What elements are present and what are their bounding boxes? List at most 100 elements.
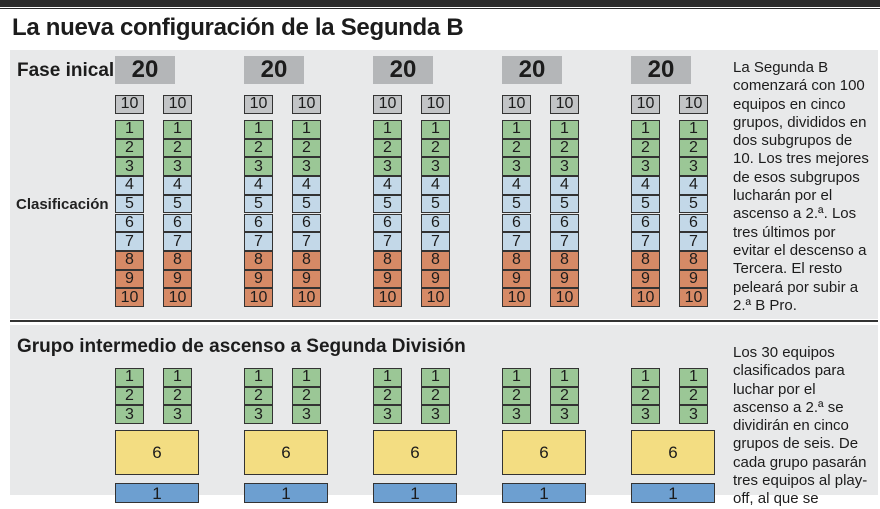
position-cell: 6: [115, 213, 144, 233]
group-total-box: 20: [115, 56, 175, 84]
position-cell: 9: [115, 269, 144, 289]
position-cell: 3: [631, 157, 660, 177]
position-cell: 7: [502, 232, 531, 251]
qualified-cell: 3: [421, 405, 450, 425]
position-cell: 8: [292, 250, 321, 270]
position-cell: 5: [502, 194, 531, 214]
position-cell: 10: [631, 288, 660, 307]
qualified-cell: 2: [244, 386, 273, 406]
position-cell: 2: [502, 138, 531, 158]
position-cell: 5: [244, 194, 273, 214]
position-cell: 2: [292, 138, 321, 158]
position-cell: 3: [163, 157, 192, 177]
position-cell: 8: [115, 250, 144, 270]
position-cell: 7: [244, 232, 273, 251]
qualified-cell: 2: [550, 386, 579, 406]
position-cell: 5: [550, 194, 579, 214]
qualified-cell: 1: [163, 368, 192, 387]
group-total-box: 20: [244, 56, 304, 84]
qualified-cell: 3: [163, 405, 192, 425]
qualified-cell: 3: [679, 405, 708, 425]
phase2-description: Los 30 equipos clasificados para luchar …: [733, 344, 868, 508]
phase1-description: La Segunda B comenzará con 100 equipos e…: [733, 59, 869, 314]
position-cell: 4: [550, 176, 579, 195]
position-cell: 8: [163, 250, 192, 270]
position-cell: 1: [292, 120, 321, 139]
position-cell: 3: [421, 157, 450, 177]
next-round-box: 1: [631, 483, 715, 503]
position-cell: 8: [421, 250, 450, 270]
position-cell: 6: [502, 213, 531, 233]
next-round-box: 1: [244, 483, 328, 503]
next-round-box: 1: [502, 483, 586, 503]
position-cell: 7: [163, 232, 192, 251]
position-cell: 10: [115, 288, 144, 307]
position-cell: 7: [550, 232, 579, 251]
position-cell: 10: [679, 288, 708, 307]
qualified-cell: 1: [373, 368, 402, 387]
position-cell: 1: [421, 120, 450, 139]
group-total-box: 20: [502, 56, 562, 84]
subgroup-total-cell: 10: [115, 95, 144, 114]
position-cell: 10: [292, 288, 321, 307]
qualified-cell: 2: [631, 386, 660, 406]
position-cell: 2: [550, 138, 579, 158]
position-cell: 1: [373, 120, 402, 139]
position-cell: 3: [244, 157, 273, 177]
qualified-cell: 2: [292, 386, 321, 406]
position-cell: 1: [550, 120, 579, 139]
qualified-cell: 2: [163, 386, 192, 406]
position-cell: 8: [373, 250, 402, 270]
qualified-cell: 1: [679, 368, 708, 387]
position-cell: 4: [292, 176, 321, 195]
position-cell: 5: [163, 194, 192, 214]
position-cell: 9: [550, 269, 579, 289]
position-cell: 4: [115, 176, 144, 195]
intermediate-group-box: 6: [244, 430, 328, 475]
position-cell: 10: [421, 288, 450, 307]
position-cell: 2: [679, 138, 708, 158]
position-cell: 8: [631, 250, 660, 270]
position-cell: 9: [163, 269, 192, 289]
qualified-cell: 1: [631, 368, 660, 387]
qualified-cell: 3: [115, 405, 144, 425]
position-cell: 2: [244, 138, 273, 158]
position-cell: 10: [163, 288, 192, 307]
position-cell: 5: [421, 194, 450, 214]
position-cell: 7: [421, 232, 450, 251]
position-cell: 10: [373, 288, 402, 307]
position-cell: 1: [502, 120, 531, 139]
qualified-cell: 3: [550, 405, 579, 425]
position-cell: 7: [292, 232, 321, 251]
subgroup-total-cell: 10: [631, 95, 660, 114]
subgroup-total-cell: 10: [163, 95, 192, 114]
subgroup-total-cell: 10: [679, 95, 708, 114]
position-cell: 1: [631, 120, 660, 139]
position-cell: 6: [163, 213, 192, 233]
position-cell: 7: [679, 232, 708, 251]
qualified-cell: 1: [550, 368, 579, 387]
position-cell: 3: [679, 157, 708, 177]
qualified-cell: 1: [244, 368, 273, 387]
position-cell: 3: [292, 157, 321, 177]
subgroup-total-cell: 10: [421, 95, 450, 114]
top-rule-thin: [0, 8, 880, 9]
position-cell: 1: [163, 120, 192, 139]
subgroup-total-cell: 10: [502, 95, 531, 114]
position-cell: 8: [244, 250, 273, 270]
position-cell: 5: [292, 194, 321, 214]
qualified-cell: 1: [502, 368, 531, 387]
qualified-cell: 3: [502, 405, 531, 425]
classification-label: Clasificación: [16, 196, 109, 213]
position-cell: 4: [679, 176, 708, 195]
position-cell: 8: [502, 250, 531, 270]
position-cell: 7: [373, 232, 402, 251]
position-cell: 6: [421, 213, 450, 233]
qualified-cell: 1: [115, 368, 144, 387]
position-cell: 5: [631, 194, 660, 214]
position-cell: 4: [421, 176, 450, 195]
intermediate-group-box: 6: [631, 430, 715, 475]
group-total-box: 20: [631, 56, 691, 84]
intermediate-group-box: 6: [115, 430, 199, 475]
position-cell: 6: [292, 213, 321, 233]
